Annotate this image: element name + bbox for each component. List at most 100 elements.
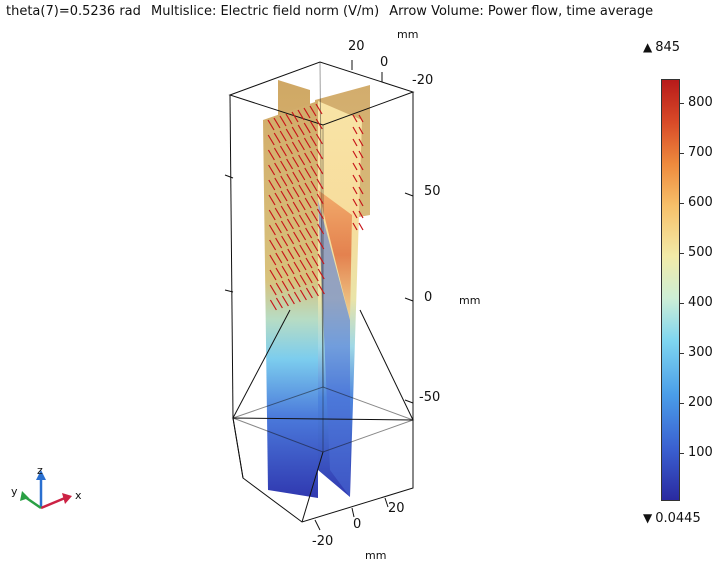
power-flow-arrow [310, 165, 318, 177]
colorbar-tick-label: 200 [688, 395, 713, 410]
power-flow-arrow [299, 244, 307, 256]
power-flow-arrow [317, 223, 325, 235]
power-flow-arrow [285, 143, 293, 155]
power-flow-arrow [293, 246, 301, 258]
power-flow-arrow [286, 218, 294, 230]
power-flow-arrow [274, 207, 282, 219]
power-flow-arrow [293, 276, 301, 288]
power-flow-arrow [297, 109, 305, 121]
power-flow-arrow [285, 128, 293, 140]
colorbar-tick-label: 500 [688, 245, 713, 260]
side-tick-1: 50 [424, 184, 441, 199]
power-flow-arrow [352, 150, 358, 159]
triad-y-label: y [11, 485, 18, 498]
power-flow-arrow [352, 138, 358, 147]
power-flow-arrow [292, 156, 300, 168]
power-flow-arrow [304, 212, 312, 224]
power-flow-arrow [298, 199, 306, 211]
power-flow-arrow [311, 270, 319, 282]
power-flow-arrow [309, 105, 317, 117]
power-flow-arrow [281, 265, 289, 277]
power-flow-arrow [273, 147, 281, 159]
power-flow-arrow [267, 119, 275, 131]
top-tick-1: 20 [348, 39, 365, 54]
power-flow-arrow [291, 141, 299, 153]
power-flow-arrow [269, 299, 277, 311]
power-flow-arrow [316, 148, 324, 160]
power-flow-arrow [311, 255, 319, 267]
bottom-axis-unit: mm [365, 549, 387, 562]
power-flow-arrow [352, 198, 358, 207]
power-flow-arrow [297, 124, 305, 136]
power-flow-arrow [304, 197, 312, 209]
power-flow-arrow [298, 184, 306, 196]
power-flow-arrow [358, 162, 364, 171]
power-flow-arrow [317, 238, 325, 250]
field-cool-wedge [318, 200, 350, 497]
colorbar-max-value: 845 [655, 40, 681, 55]
colorbar-min-value: 0.0445 [655, 511, 701, 526]
power-flow-arrow [292, 186, 300, 198]
power-flow-arrow [310, 195, 318, 207]
power-flow-arrow [352, 186, 358, 195]
power-flow-arrow [305, 227, 313, 239]
power-flow-arrow [352, 126, 358, 135]
power-flow-arrow [274, 222, 282, 234]
triad-x-label: x [75, 489, 82, 502]
power-flow-arrow [316, 178, 324, 190]
power-flow-arrow [281, 235, 289, 247]
bottom-tick-3: -20 [312, 534, 334, 549]
power-flow-arrow [310, 150, 318, 162]
power-flow-arrow [287, 278, 295, 290]
power-flow-arrow [305, 257, 313, 269]
power-flow-arrow [291, 111, 299, 123]
power-flow-arrow [305, 242, 313, 254]
power-flow-arrow [286, 203, 294, 215]
colorbar-tick-label: 400 [688, 295, 713, 310]
top-tick-3: -20 [412, 73, 434, 88]
power-flow-arrow [275, 267, 283, 279]
arrow-volume-label: Arrow Volume: Power flow, time average [389, 4, 654, 19]
power-flow-arrow [286, 158, 294, 170]
power-flow-arrow [303, 107, 311, 119]
power-flow-arrow [358, 198, 364, 207]
power-flow-arrow [316, 208, 324, 220]
power-flow-arrow [310, 180, 318, 192]
power-flow-arrow [299, 274, 307, 286]
side-axis-unit: mm [459, 294, 481, 307]
side-tick-2: 0 [424, 290, 433, 305]
colorbar-tick-mark [679, 453, 684, 454]
power-flow-arrow [358, 114, 364, 123]
colorbar-tick-mark [679, 353, 684, 354]
power-flow-arrow [291, 126, 299, 138]
theta-label: theta(7)=0.5236 rad [6, 4, 141, 19]
plot-title: theta(7)=0.5236 rad Multislice: Electric… [6, 4, 653, 19]
power-flow-arrow [358, 222, 364, 231]
colorbar-tick-label: 800 [688, 95, 713, 110]
power-flow-arrow [292, 216, 300, 228]
power-flow-arrow [268, 164, 276, 176]
power-flow-arrow [269, 239, 277, 251]
power-flow-arrow [280, 160, 288, 172]
power-flow-arrow [358, 186, 364, 195]
power-flow-arrow [352, 174, 358, 183]
colorbar-min: ▼ 0.0445 [643, 511, 701, 526]
colorbar-tick-label: 700 [688, 145, 713, 160]
power-flow-arrow [309, 120, 317, 132]
power-flow-arrow [279, 115, 287, 127]
power-flow-arrow [286, 188, 294, 200]
power-flow-arrow [280, 175, 288, 187]
power-flow-arrow [292, 171, 300, 183]
power-flow-arrow [311, 285, 319, 297]
power-flow-arrow [305, 287, 313, 299]
bottom-tick-2: 0 [353, 517, 362, 532]
power-flow-arrow [304, 167, 312, 179]
power-flow-arrow [286, 173, 294, 185]
power-flow-arrow [298, 214, 306, 226]
power-flow-arrow [268, 209, 276, 221]
power-flow-arrow [317, 268, 325, 280]
power-flow-arrow [275, 237, 283, 249]
colorbar-tick-mark [679, 303, 684, 304]
power-flow-arrow [275, 282, 283, 294]
